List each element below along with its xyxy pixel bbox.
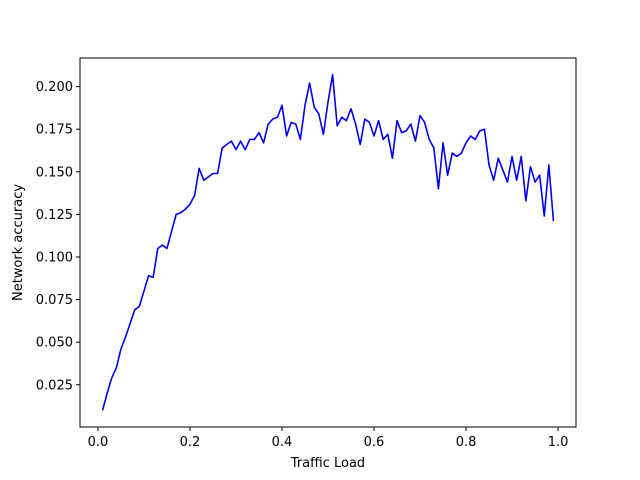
x-tick-label: 0.6 (364, 435, 385, 450)
x-axis-ticks: 0.0 0.2 0.4 0.6 0.8 1.0 (88, 427, 569, 450)
y-tick-label: 0.150 (36, 165, 73, 180)
y-tick-label: 0.075 (36, 293, 73, 308)
series-line (101, 73, 555, 411)
y-tick-label: 0.200 (36, 80, 73, 95)
y-tick-label: 0.050 (36, 336, 73, 351)
y-axis-ticks: 0.025 0.050 0.075 0.100 0.125 0.150 0.175 0.200 (36, 80, 80, 393)
x-tick-label: 1.0 (548, 435, 569, 450)
plot-area (80, 58, 576, 427)
y-axis-label: Network accuracy (11, 184, 26, 301)
x-tick-label: 0.0 (88, 435, 109, 450)
x-tick-label: 0.2 (180, 435, 201, 450)
y-tick-label: 0.175 (36, 123, 73, 138)
y-tick-label: 0.025 (36, 378, 73, 393)
x-axis-label: Traffic Load (290, 456, 365, 471)
y-tick-label: 0.100 (36, 250, 73, 265)
x-tick-label: 0.4 (272, 435, 293, 450)
plot-frame (79, 57, 577, 428)
x-tick-label: 0.8 (456, 435, 477, 450)
y-tick-label: 0.125 (36, 208, 73, 223)
